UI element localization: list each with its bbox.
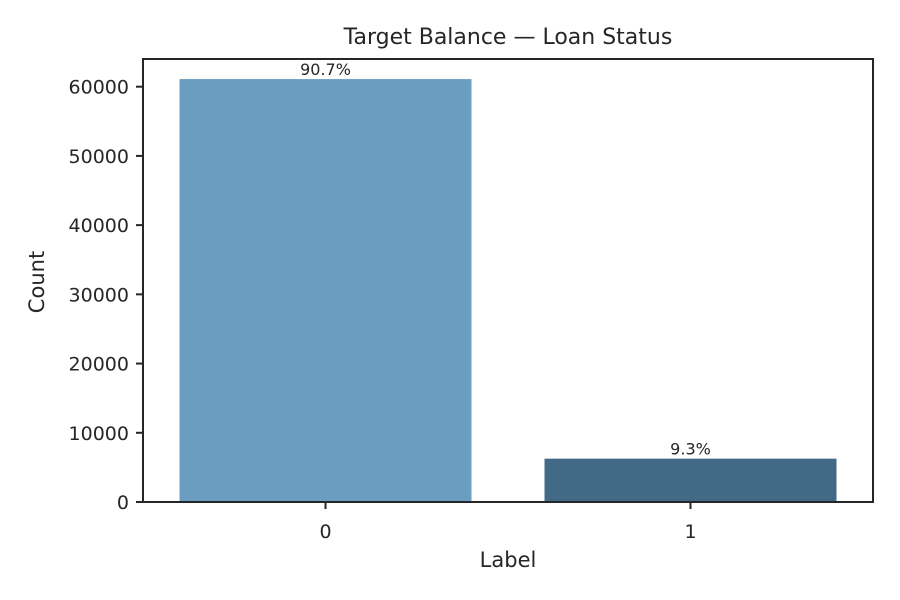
y-tick-label: 60000 (69, 77, 129, 99)
bar-data-label: 9.3% (670, 440, 711, 459)
chart-title: Target Balance — Loan Status (343, 25, 673, 50)
bars-group (179, 79, 837, 503)
x-tick-label: 0 (319, 521, 331, 543)
plot-frame (142, 58, 874, 503)
y-tick-label: 40000 (69, 215, 129, 237)
y-tick-label: 50000 (69, 146, 129, 168)
x-tick-label: 1 (684, 521, 696, 543)
bar-0 (179, 79, 472, 503)
x-axis-label: Label (480, 548, 537, 572)
y-tick-label: 0 (117, 492, 129, 514)
bar-1 (544, 458, 837, 502)
bar-data-label: 90.7% (300, 60, 351, 79)
y-tick-label: 20000 (69, 354, 129, 376)
y-axis: 0 10000 20000 30000 40000 50000 60000 (69, 77, 143, 514)
y-axis-label: Count (25, 251, 49, 313)
data-labels-group: 90.7% 9.3% (300, 60, 711, 459)
y-tick-label: 30000 (69, 284, 129, 306)
y-tick-label: 10000 (69, 423, 129, 445)
